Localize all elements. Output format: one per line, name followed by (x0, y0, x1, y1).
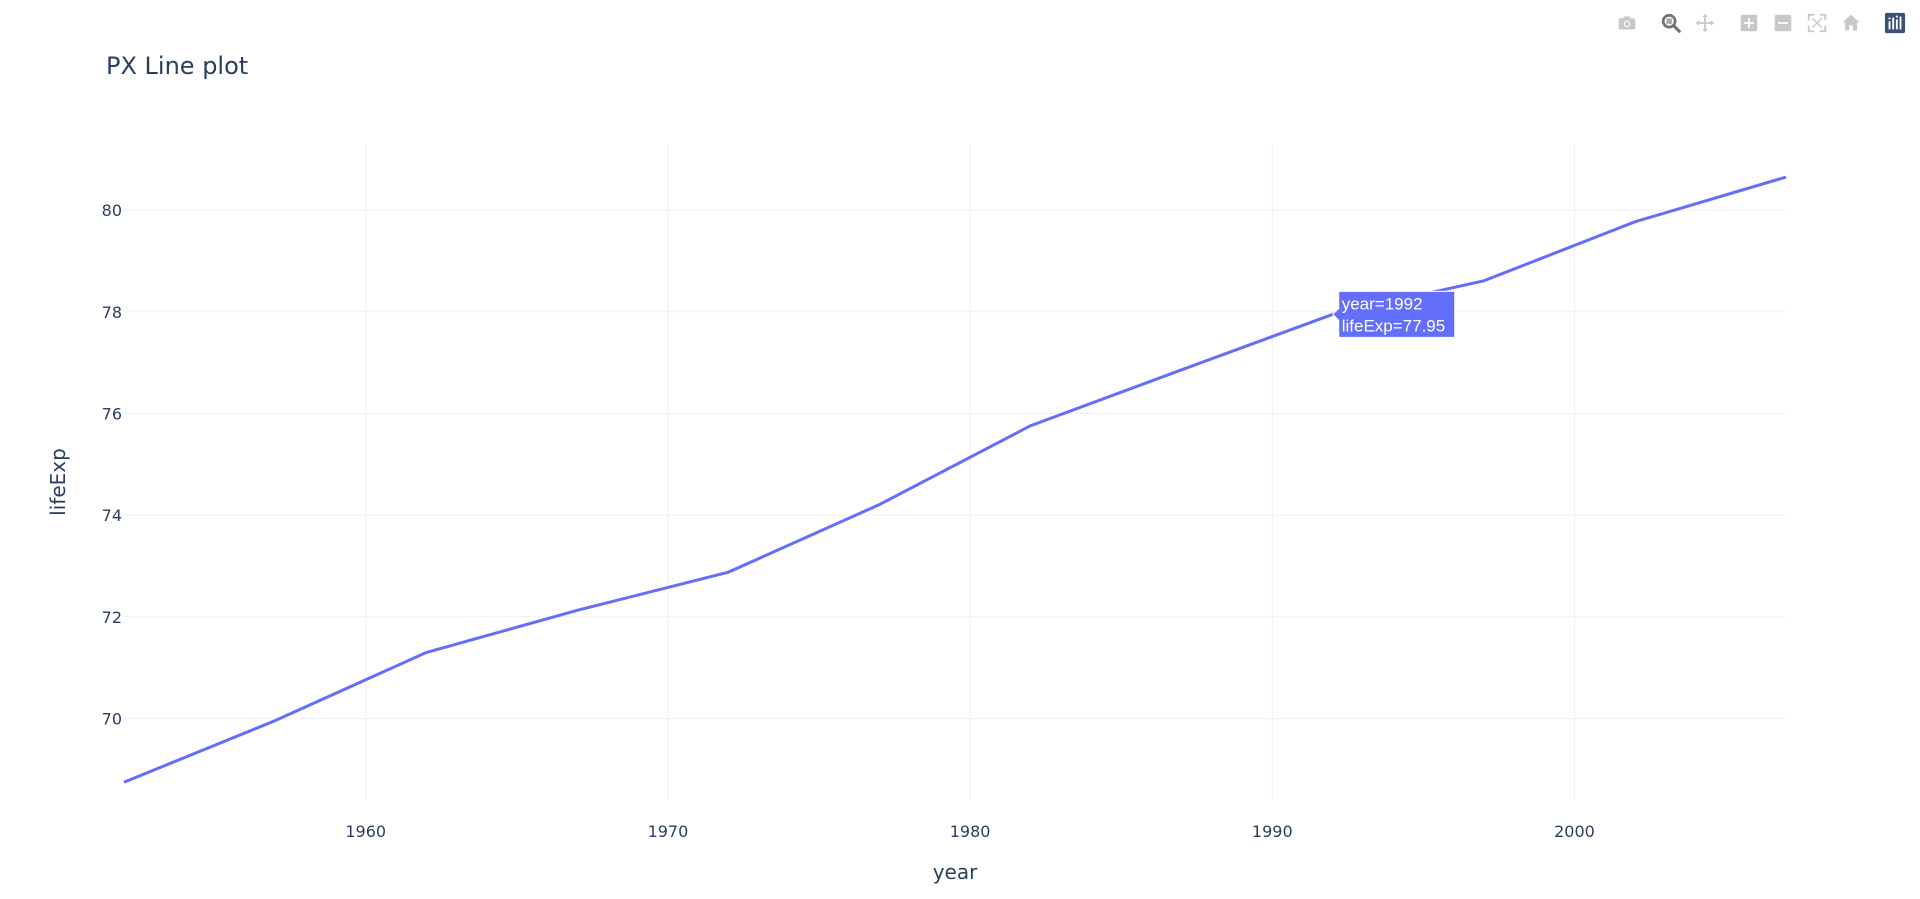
zoom-out-icon (1774, 14, 1792, 32)
home-icon (1842, 14, 1860, 31)
x-tick-label: 1980 (950, 822, 991, 841)
x-tick-label: 1960 (345, 822, 386, 841)
x-axis-title: year (933, 860, 978, 884)
y-tick-label: 74 (102, 506, 122, 525)
x-tick-label: 2000 (1554, 822, 1595, 841)
y-tick-label: 70 (102, 710, 122, 729)
modebar-group-zoom (1732, 10, 1868, 36)
reset-axes-button[interactable] (1834, 10, 1868, 36)
autoscale-button[interactable] (1800, 10, 1834, 36)
pan-icon (1695, 13, 1715, 33)
grid-lines (124, 144, 1786, 800)
pan-button[interactable] (1688, 10, 1722, 36)
zoom-in-button[interactable] (1732, 10, 1766, 36)
y-tick-label: 80 (102, 201, 122, 220)
modebar-group-drag (1654, 10, 1722, 36)
modebar-group-logo (1878, 10, 1912, 36)
y-tick-label: 78 (102, 303, 122, 322)
tooltip-line-1: year=1992 (1342, 294, 1423, 313)
zoom-in-icon (1740, 14, 1758, 32)
chart-title: PX Line plot (106, 52, 248, 80)
y-tick-label: 72 (102, 608, 122, 627)
autoscale-icon (1807, 13, 1827, 33)
plotly-logo-link[interactable] (1878, 10, 1912, 36)
series-line[interactable] (123, 175, 1787, 784)
x-tick-label: 1970 (648, 822, 689, 841)
hover-tooltip: year=1992 lifeExp=77.95 (1332, 290, 1456, 338)
camera-icon (1618, 16, 1636, 30)
y-tick-label: 76 (102, 405, 122, 424)
y-axis-title: lifeExp (46, 448, 70, 516)
zoom-button[interactable] (1654, 10, 1688, 36)
tooltip-line-2: lifeExp=77.95 (1342, 316, 1446, 335)
zoom-icon (1661, 13, 1681, 33)
modebar-group-export (1610, 10, 1644, 36)
x-tick-label: 1990 (1252, 822, 1293, 841)
tick-labels: 1960 1970 1980 1990 2000 70 72 74 76 78 80 (102, 201, 1595, 841)
download-plot-button[interactable] (1610, 10, 1644, 36)
zoom-out-button[interactable] (1766, 10, 1800, 36)
modebar (1600, 10, 1912, 36)
tooltip-box (1332, 290, 1456, 338)
plotly-logo-icon (1884, 12, 1906, 34)
